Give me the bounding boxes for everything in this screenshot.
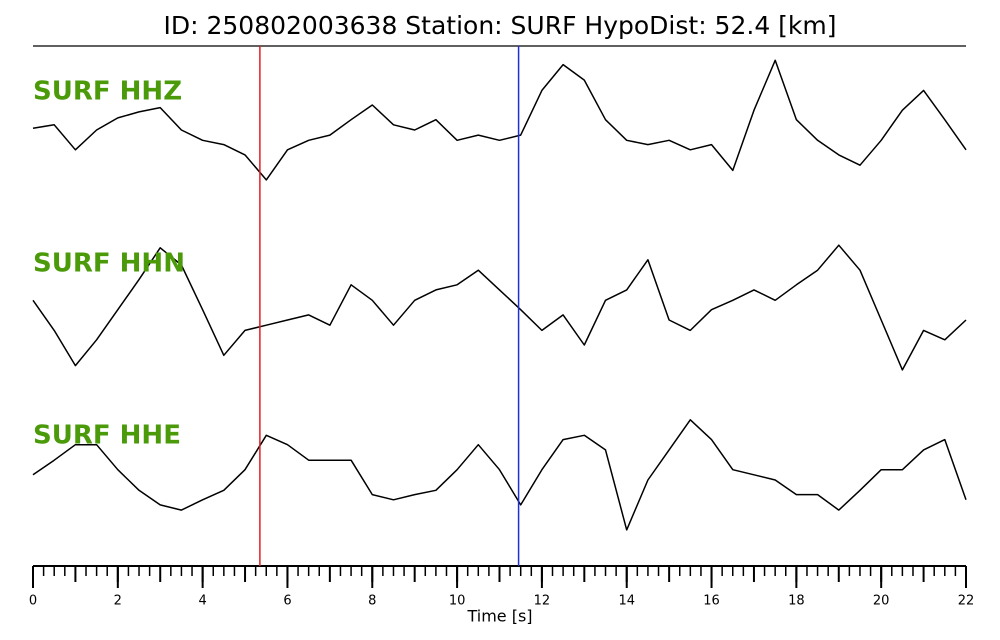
x-tick-label: 12 [534,594,551,609]
x-tick-label: 10 [449,594,466,609]
x-tick-label: 4 [198,594,206,609]
x-tick-label: 18 [788,594,805,609]
chart-title: ID: 250802003638 Station: SURF HypoDist:… [163,11,836,40]
x-tick-label: 2 [114,594,122,609]
waveform [32,244,967,371]
x-tick-label: 16 [703,594,720,609]
trace-label: SURF HHN [33,249,185,279]
x-tick-label: 20 [873,594,890,609]
waveform [32,59,967,181]
x-axis-label: Time [s] [466,607,532,626]
x-tick-label: 0 [29,594,37,609]
waveform [32,419,967,531]
trace-label: SURF HHE [33,421,181,451]
x-tick-label: 8 [368,594,376,609]
x-tick-label: 14 [618,594,635,609]
trace-label: SURF HHZ [33,77,182,107]
x-tick-label: 22 [958,594,975,609]
x-tick-label: 6 [283,594,291,609]
